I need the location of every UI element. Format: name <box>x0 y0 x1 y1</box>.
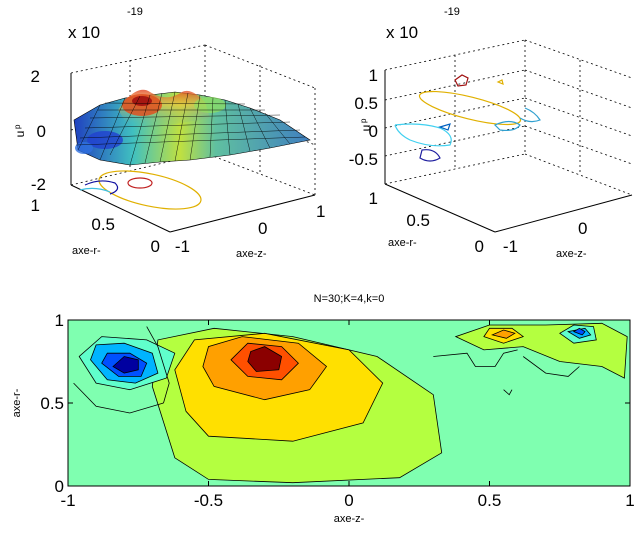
surface-xtick-m1: -1 <box>175 237 190 256</box>
contourf-ytick-label: 0.5 <box>40 394 64 413</box>
contourf-line-3 <box>522 356 580 377</box>
contour3-ztick-0: 0 <box>369 122 378 141</box>
surface-ztick-mid: 0 <box>37 122 46 141</box>
surface-zlabel: u <box>13 131 27 138</box>
contourf-xtick-label: 0 <box>344 491 353 510</box>
contour3-ztick-m05: -0.5 <box>349 150 378 169</box>
contour3-rtick-1: 1 <box>369 189 378 208</box>
surface-xtick-1: 1 <box>316 202 325 221</box>
contourf-ytick-label: 0 <box>55 477 64 496</box>
contourf-region-14 <box>572 327 586 336</box>
exponent-label: x 10 <box>68 23 100 42</box>
contour3-lines <box>394 74 541 162</box>
contour3-zlabel-sub: p <box>359 118 368 123</box>
contour3-xtick-0: 0 <box>578 219 587 238</box>
contour3-r-axis <box>384 183 496 233</box>
surface-rtick-05: 0.5 <box>91 215 115 234</box>
contourf-xlabel: axe-z- <box>334 513 365 525</box>
surface-zlabel-sub: p <box>13 124 22 129</box>
surface-ylabel: axe-r- <box>72 245 101 257</box>
contourf-xtick-label: -1 <box>60 491 75 510</box>
contourf-line-2 <box>433 349 518 367</box>
surface-xtick-0: 0 <box>258 219 267 238</box>
contour3-zlabel: u <box>359 125 373 132</box>
contour3-plot: x 10 -19 <box>349 6 633 260</box>
surface-zz-axis <box>169 194 316 233</box>
surface-mesh <box>73 89 311 166</box>
contour3-xtick-m1: -1 <box>503 237 518 256</box>
contour3-xlabel: axe-z- <box>556 248 587 260</box>
contourf-region-4 <box>247 346 283 372</box>
contourf-title: N=30;K=4,k=0 <box>314 293 385 305</box>
contourf-region-8 <box>112 356 139 374</box>
contourf-xtick-label: -0.5 <box>194 491 223 510</box>
contourf-line-4 <box>503 389 513 396</box>
contourf-ticks: -1 -0.5 0 0.5 1 0 0.5 1 <box>40 311 634 510</box>
surface-ztick-top: 2 <box>31 67 40 86</box>
contour3-ztick-1: 1 <box>369 66 378 85</box>
contour3-ztick-05: 0.5 <box>354 94 378 113</box>
contourf-plot: N=30;K=4,k=0 -1 -0.5 0 0.5 1 0 0.5 1 axe-z- axe… <box>11 293 635 525</box>
contourf-fill <box>68 320 630 486</box>
contourf-xtick-label: 1 <box>625 491 634 510</box>
exponent-power-right: -19 <box>444 6 460 18</box>
contourf-line-0 <box>73 382 164 414</box>
contour3-box-grid <box>384 39 633 196</box>
contour3-zz-axis <box>494 194 633 233</box>
contourf-ylabel: axe-r- <box>11 388 23 417</box>
surface-r-axis <box>70 184 171 233</box>
surface-floor-contours <box>79 170 202 210</box>
exponent-label-right: x 10 <box>386 23 418 42</box>
contourf-line-1 <box>146 326 170 404</box>
exponent-power: -19 <box>127 6 143 18</box>
surface-rtick-1: 1 <box>31 196 40 215</box>
surface-plot: x 10 -19 <box>13 6 325 260</box>
contourf-xtick-label: 0.5 <box>478 491 502 510</box>
contourf-ytick-label: 1 <box>55 311 64 330</box>
contour3-rtick-0: 0 <box>475 237 484 256</box>
surface-xlabel: axe-z- <box>236 248 267 260</box>
surface-rtick-0: 0 <box>151 237 160 256</box>
contour3-rtick-05: 0.5 <box>406 211 430 230</box>
contour3-ylabel: axe-r- <box>388 237 417 249</box>
surface-ztick-bot: -2 <box>31 175 46 194</box>
contourf-region-11 <box>491 329 516 339</box>
